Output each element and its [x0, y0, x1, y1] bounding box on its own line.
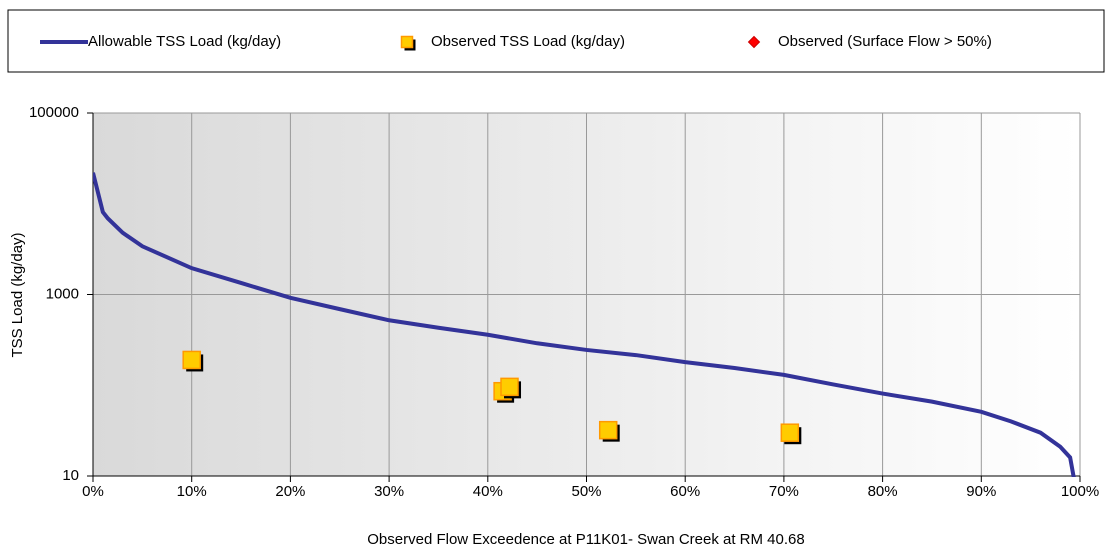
- legend-marker: [747, 35, 761, 49]
- marker: [500, 377, 519, 397]
- legend-box: [7, 9, 1105, 73]
- x-tick-label: 50%: [571, 483, 601, 500]
- line-series: [93, 172, 1076, 477]
- x-tick-label: 90%: [966, 483, 996, 500]
- x-tick-label: 60%: [670, 483, 700, 500]
- legend-label: Observed (Surface Flow > 50%): [778, 33, 992, 50]
- marker: [780, 423, 800, 442]
- x-tick-label: 70%: [769, 483, 799, 500]
- x-tick-label: 100%: [1061, 483, 1099, 500]
- x-tick-label: 80%: [868, 483, 898, 500]
- x-tick-label: 10%: [177, 483, 207, 500]
- x-tick-label: 40%: [473, 483, 503, 500]
- x-axis-label: Observed Flow Exceedence at P11K01- Swan…: [367, 531, 804, 548]
- y-tick-label: 100000: [29, 104, 79, 121]
- legend-label: Allowable TSS Load (kg/day): [88, 33, 281, 50]
- x-tick-label: 0%: [82, 483, 104, 500]
- y-tick-label: 10: [62, 467, 79, 484]
- y-tick-label: 1000: [46, 285, 79, 302]
- legend-label: Observed TSS Load (kg/day): [431, 33, 625, 50]
- marker: [182, 350, 201, 370]
- x-tick-label: 20%: [275, 483, 305, 500]
- legend-marker: [400, 35, 414, 49]
- x-tick-label: 30%: [374, 483, 404, 500]
- marker: [598, 420, 618, 440]
- y-axis-label: TSS Load (kg/day): [9, 232, 26, 357]
